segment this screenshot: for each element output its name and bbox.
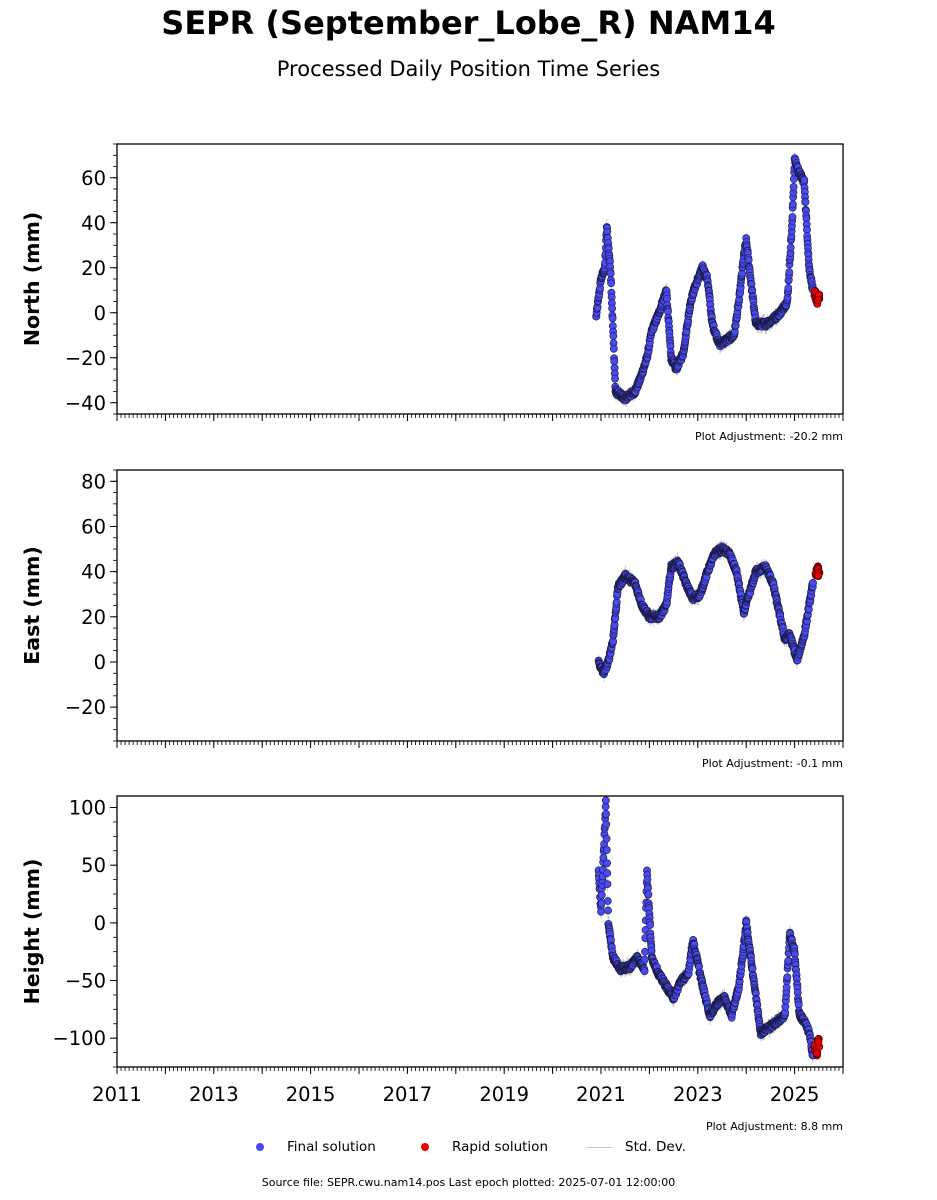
x-tick-label: 2025 <box>770 1083 820 1106</box>
y-tick-label: −100 <box>52 1027 106 1050</box>
final-point <box>789 182 798 191</box>
panel-0: −40 −20 0 20 40 60 North (mm) Plot Adjustment: … <box>20 143 844 443</box>
chart-title: SEPR (September_Lobe_R) NAM14 <box>161 4 776 42</box>
plot-adjustment-note: Plot Adjustment: -20.2 mm <box>695 430 843 443</box>
axes-frame <box>116 143 844 415</box>
rapid-point <box>814 296 823 305</box>
y-tick-label: −20 <box>65 696 106 719</box>
final-point <box>608 304 617 313</box>
final-point <box>809 579 817 587</box>
x-tick-label: 2013 <box>189 1083 239 1106</box>
y-tick-label: −50 <box>65 970 106 993</box>
panel-1: −20 0 20 40 60 80 East (mm) Plot Adjustment: -0… <box>20 469 844 770</box>
x-tick-label: 2017 <box>383 1083 433 1106</box>
y-tick-label: 20 <box>81 257 106 280</box>
final-point <box>786 243 795 252</box>
data-group <box>594 796 824 1063</box>
final-point <box>609 344 618 353</box>
final-point <box>801 198 810 207</box>
final-point <box>663 294 671 303</box>
final-point <box>785 268 794 277</box>
final-point <box>788 213 797 221</box>
y-tick-label: 60 <box>81 167 106 190</box>
y-tick-label: 20 <box>81 606 106 629</box>
x-tick-label: 2019 <box>479 1083 529 1106</box>
y-tick-label: 100 <box>69 797 106 820</box>
data-group <box>594 540 824 682</box>
y-tick-label: 0 <box>94 302 106 325</box>
y-tick-label: 60 <box>81 515 106 538</box>
final-point <box>784 284 793 292</box>
y-axis-label: East (mm) <box>20 546 44 664</box>
axes-frame <box>116 469 844 742</box>
y-axis-label: North (mm) <box>20 212 44 346</box>
plot-adjustment-note: Plot Adjustment: -0.1 mm <box>702 757 843 770</box>
chart-subtitle: Processed Daily Position Time Series <box>276 57 661 81</box>
x-tick-label: 2021 <box>576 1083 626 1106</box>
x-tick-label: 2023 <box>673 1083 723 1106</box>
final-point <box>608 314 617 323</box>
rapid-point <box>814 571 823 580</box>
y-tick-label: −20 <box>65 347 106 370</box>
final-point <box>611 374 619 383</box>
y-tick-label: 80 <box>81 470 106 493</box>
final-point <box>606 269 615 278</box>
final-point <box>789 200 797 209</box>
x-tick-label: 2015 <box>286 1083 336 1106</box>
final-point <box>800 176 809 184</box>
x-tick-label: 2011 <box>92 1083 142 1106</box>
y-tick-label: 0 <box>94 912 106 935</box>
final-point <box>610 357 619 366</box>
data-group <box>592 151 824 407</box>
y-tick-label: 50 <box>81 854 106 877</box>
y-tick-label: 0 <box>94 651 106 674</box>
final-point <box>607 279 616 288</box>
y-tick-label: 40 <box>81 561 106 584</box>
y-tick-label: −40 <box>65 392 106 415</box>
final-point <box>609 332 618 340</box>
panel-2: 2011 2013 2015 2017 2019 2021 2023 2025 −100 −50 0… <box>20 795 844 1133</box>
y-tick-label: 40 <box>81 212 106 235</box>
